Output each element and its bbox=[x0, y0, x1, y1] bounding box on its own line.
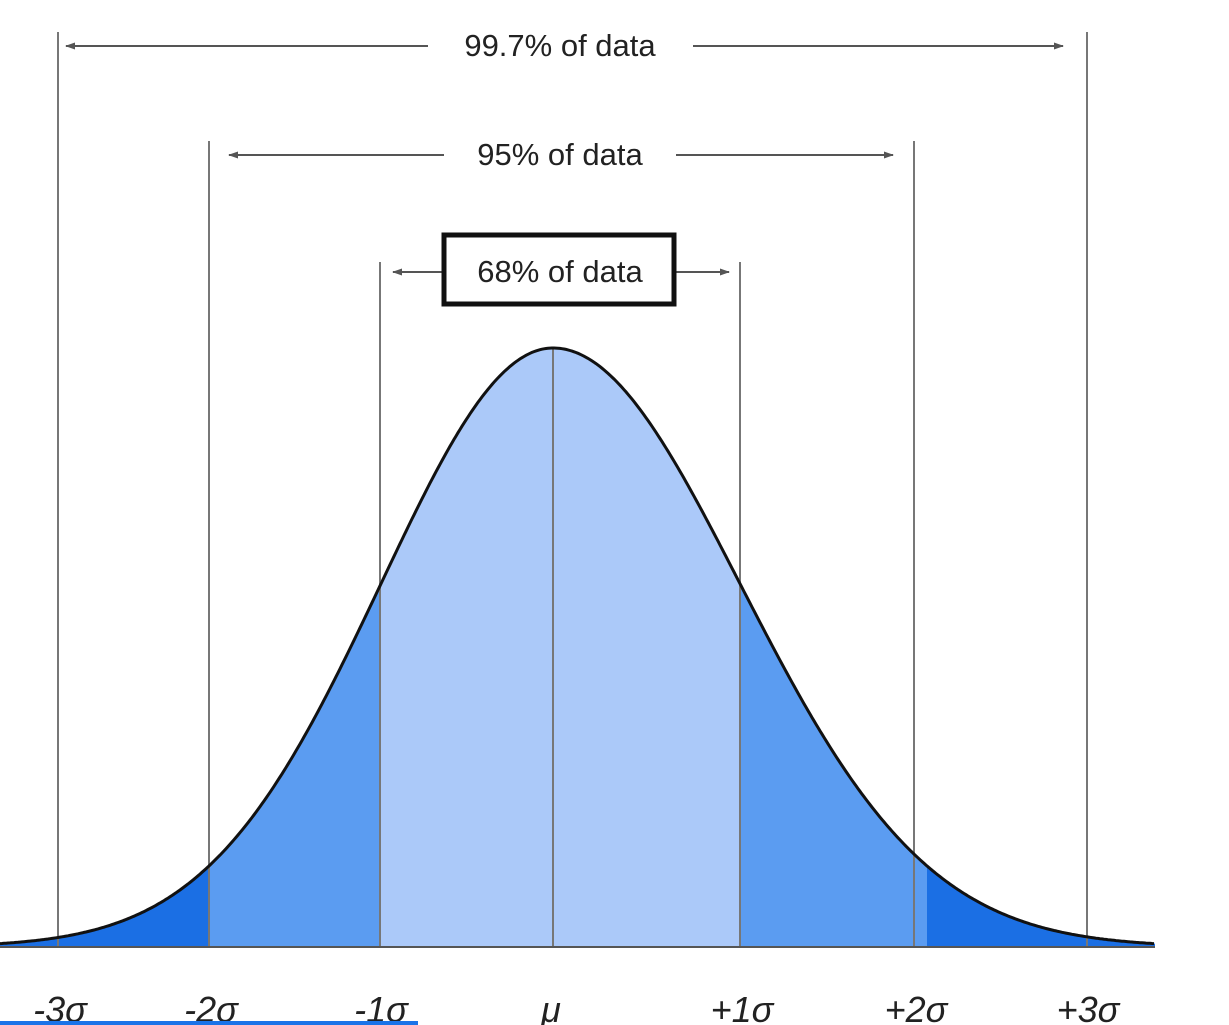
tick-minus-1-sigma: -1σ bbox=[354, 989, 409, 1025]
bell-curve bbox=[0, 346, 1155, 946]
x-axis-ticks: -3σ -2σ -1σ μ +1σ +2σ +3σ bbox=[33, 989, 1121, 1025]
tick-minus-2-sigma: -2σ bbox=[184, 989, 239, 1025]
region-outer-left bbox=[0, 865, 209, 947]
tick-plus-3-sigma: +3σ bbox=[1057, 989, 1121, 1025]
tick-plus-1-sigma: +1σ bbox=[711, 989, 775, 1025]
label-95-percent: 95% of data bbox=[477, 137, 643, 172]
sigma-lines bbox=[57, 32, 1088, 947]
tick-mu: μ bbox=[540, 989, 561, 1025]
shaded-regions bbox=[0, 348, 1155, 947]
progress-bar bbox=[0, 1021, 418, 1025]
region-inner bbox=[381, 348, 740, 947]
tick-minus-3-sigma: -3σ bbox=[33, 989, 88, 1025]
range-95: 95% of data bbox=[228, 137, 894, 172]
label-68-percent: 68% of data bbox=[477, 254, 643, 289]
range-99-7: 99.7% of data bbox=[65, 28, 1064, 63]
range-68: 68% of data bbox=[392, 232, 730, 307]
region-outer-right bbox=[927, 865, 1155, 947]
label-68-box bbox=[441, 232, 677, 307]
label-99-7-percent: 99.7% of data bbox=[464, 28, 656, 63]
tick-plus-2-sigma: +2σ bbox=[885, 989, 949, 1025]
